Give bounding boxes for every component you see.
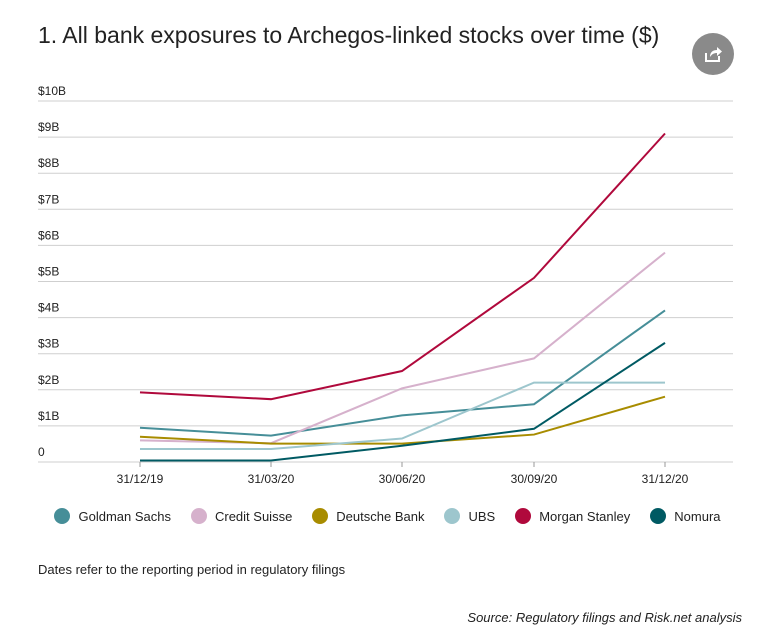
legend-label: Credit Suisse bbox=[214, 508, 293, 524]
source-note: Source: Regulatory filings and Risk.net … bbox=[467, 610, 742, 625]
y-tick-label: $8B bbox=[38, 156, 59, 170]
legend: Goldman Sachs Credit Suisse Deutsche Bank U… bbox=[0, 508, 775, 524]
y-tick-label: $2B bbox=[38, 373, 59, 387]
y-tick-label: $9B bbox=[38, 120, 59, 134]
x-tick-label: 31/12/19 bbox=[117, 472, 164, 486]
legend-swatch bbox=[54, 508, 71, 524]
legend-item-nomura[interactable]: Nomura bbox=[650, 508, 721, 524]
x-tick-label: 31/03/20 bbox=[248, 472, 295, 486]
legend-swatch bbox=[515, 508, 532, 524]
legend-label: Deutsche Bank bbox=[336, 508, 425, 524]
chart-title: 1. All bank exposures to Archegos-linked… bbox=[38, 22, 660, 48]
y-tick-label: $6B bbox=[38, 228, 59, 242]
legend-item-credit-suisse[interactable]: Credit Suisse bbox=[190, 508, 293, 524]
x-tick-label: 31/12/20 bbox=[642, 472, 689, 486]
legend-item-ubs[interactable]: UBS bbox=[444, 508, 495, 524]
legend-item-morgan-stanley[interactable]: Morgan Stanley bbox=[515, 508, 630, 524]
y-tick-label: $5B bbox=[38, 265, 59, 279]
legend-item-deutsche-bank[interactable]: Deutsche Bank bbox=[312, 508, 424, 524]
y-tick-label: $10B bbox=[38, 84, 66, 98]
share-button[interactable] bbox=[692, 33, 734, 75]
y-tick-label: $7B bbox=[38, 192, 59, 206]
line-chart: 0 $1B $2B $3B $4B $5B $6B $7B $8B $9B $10B 31/12/19… bbox=[38, 84, 733, 486]
footnote: Dates refer to the reporting period in r… bbox=[38, 562, 346, 577]
legend-swatch bbox=[312, 508, 329, 524]
legend-label: Morgan Stanley bbox=[539, 508, 631, 524]
share-icon bbox=[705, 47, 722, 62]
y-tick-label: $4B bbox=[38, 301, 59, 315]
x-tick-label: 30/06/20 bbox=[379, 472, 426, 486]
legend-swatch bbox=[444, 508, 461, 524]
legend-item-goldman-sachs[interactable]: Goldman Sachs bbox=[54, 508, 171, 524]
legend-label: Goldman Sachs bbox=[78, 508, 171, 524]
series-line-goldman-sachs bbox=[139, 309, 666, 437]
x-tick-label: 30/09/20 bbox=[511, 472, 558, 486]
legend-swatch bbox=[190, 508, 207, 524]
y-tick-label: 0 bbox=[38, 445, 45, 459]
legend-label: UBS bbox=[468, 508, 496, 524]
legend-label: Nomura bbox=[674, 508, 721, 524]
y-tick-label: $1B bbox=[38, 409, 59, 423]
y-tick-label: $3B bbox=[38, 337, 59, 351]
series-line-deutsche-bank bbox=[139, 395, 666, 445]
legend-swatch bbox=[650, 508, 667, 524]
